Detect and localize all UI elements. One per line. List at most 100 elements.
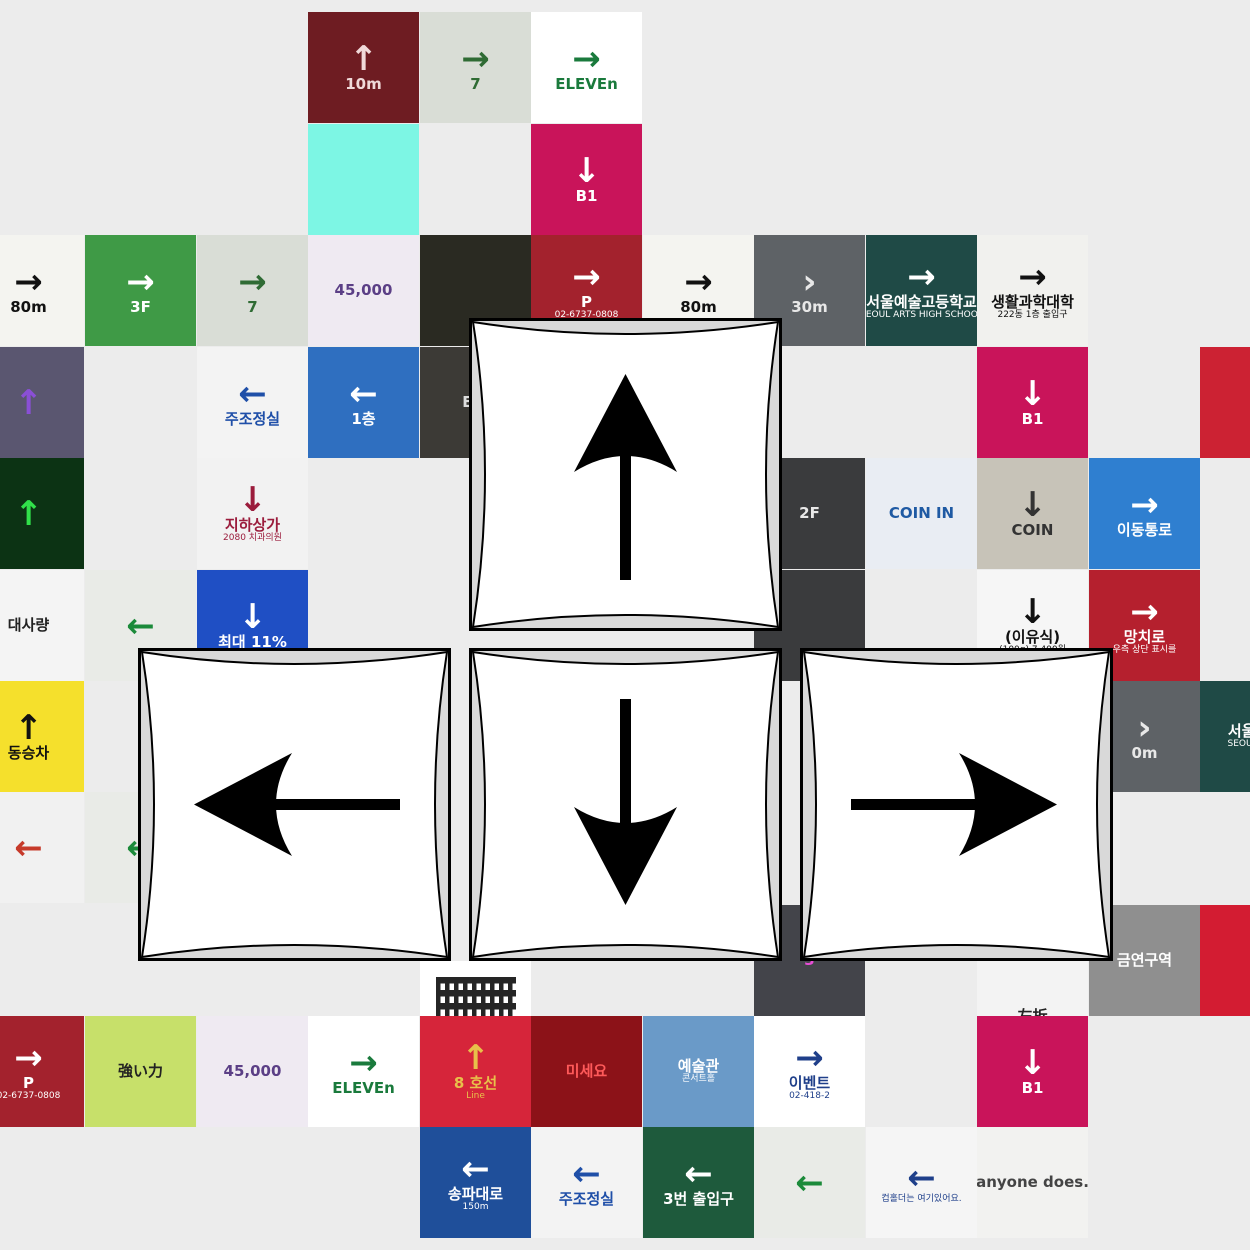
- tile-caption: 7: [470, 74, 481, 93]
- arrow-right-icon: →: [795, 1037, 824, 1078]
- tile-b1-sign-2: ↓ B1: [977, 347, 1088, 458]
- arrow-left-icon: ←: [14, 827, 43, 868]
- arrow-right-key[interactable]: [800, 648, 1113, 961]
- tile-caption: 80m: [680, 297, 717, 316]
- tile-caption: B1: [1021, 1078, 1044, 1097]
- tile-caption: P: [581, 292, 592, 311]
- tile-yellow-transfer: ↑ 동승차: [0, 681, 84, 792]
- tile-cyan-block: [308, 124, 419, 235]
- tile-caption: 대사량: [7, 615, 50, 634]
- tile-caption: 예술관: [677, 1056, 720, 1075]
- arrow-left-key[interactable]: [138, 648, 451, 961]
- tile-caption: ELEVEn: [332, 1078, 395, 1097]
- arrow-down-key[interactable]: [469, 648, 782, 961]
- left-keycap-graphic: [138, 648, 451, 961]
- tile-subcaption: 2080 치과의원: [223, 533, 282, 544]
- arrow-left-icon: ←: [238, 373, 267, 414]
- tile-subcaption: 02-6737-0808: [0, 1091, 61, 1102]
- tile-caption: 주조정실: [224, 409, 281, 428]
- arrow-right-icon: [851, 753, 1057, 856]
- arrow-right-icon: →: [461, 38, 490, 79]
- tile-caption: 망치로: [1123, 627, 1166, 646]
- tile-gangbyeon-sign-2: → 7: [197, 235, 308, 346]
- arrow-down-icon: ↓: [1018, 484, 1047, 525]
- tile-subcaption: 150m: [462, 1202, 489, 1213]
- arrow-down-icon: ↓: [238, 596, 267, 637]
- arrow-up-icon: ↑: [14, 493, 43, 534]
- tile-caption: 서울예술: [1227, 721, 1250, 740]
- tile-1st-floor-sign: ← 1층: [308, 347, 419, 458]
- arrow-right-icon: →: [14, 1037, 43, 1078]
- arrow-up-icon: ↑: [349, 38, 378, 79]
- arrow-down-icon: ↓: [1018, 373, 1047, 414]
- tile-10m-sign: ↑ 10m: [308, 12, 419, 123]
- tile-caption: B1: [575, 186, 598, 205]
- arrow-down-icon: ↓: [572, 150, 601, 191]
- arrow-down-icon: [574, 699, 677, 905]
- tile-subcaption: Line: [466, 1091, 485, 1102]
- tile-caption: 80m: [10, 297, 47, 316]
- tile-caption: 서울예술고등학교: [866, 292, 977, 311]
- tile-caption: B1: [1021, 409, 1044, 428]
- arrow-left-icon: ←: [684, 1153, 713, 1194]
- tile-subcaption: SEOUL ARTS: [1227, 739, 1250, 750]
- tile-caption: 금연구역: [1116, 950, 1173, 969]
- chevron-right-icon: ›: [1137, 707, 1152, 748]
- tile-misseyo: 미세요: [531, 1016, 642, 1127]
- tile-3f-sign: → 3F: [85, 235, 196, 346]
- tile-caption: 이동통로: [1116, 520, 1173, 539]
- tile-caption: 1층: [351, 409, 376, 428]
- arrow-up-icon: [574, 374, 677, 580]
- tile-coin-slot: ↓ COIN: [977, 458, 1088, 569]
- tile-subcaption: 콘서트홀: [681, 1074, 716, 1085]
- tile-caption: 생활과학대학: [991, 292, 1074, 311]
- tile-anyone-does: anyone does.: [977, 1127, 1088, 1238]
- tile-songpa-road: ← 송파대로 150m: [420, 1127, 531, 1238]
- arrow-down-icon: ↓: [1018, 591, 1047, 632]
- tile-red-8-1: 8: [1200, 347, 1250, 458]
- tile-exit-3: ← 3번 출입구: [643, 1127, 754, 1238]
- tile-college-sign: → 생활과학대학 222동 1층 출입구: [977, 235, 1088, 346]
- tile-accessible-route: → 이동통로: [1089, 458, 1200, 569]
- tile-subcaption: SEOUL ARTS HIGH SCHOOL: [866, 310, 977, 321]
- tile-b1-sign-1: ↓ B1: [531, 124, 642, 235]
- tile-caption: 7: [247, 297, 258, 316]
- tile-price-45000-2: 45,000: [197, 1016, 308, 1127]
- tile-exit-left-3: ←: [754, 1127, 865, 1238]
- arrow-down-icon: ↓: [1018, 1042, 1047, 1083]
- tile-caption: COIN IN: [888, 503, 955, 522]
- tile-subcaption: 컵홀더는 여기있어요.: [881, 1193, 962, 1204]
- tile-caption: P: [23, 1073, 34, 1092]
- tile-coin-in: COIN IN: [866, 458, 977, 569]
- tile-seoul-arts-hs-2: 서울예술SEOUL ARTS: [1200, 681, 1250, 792]
- arrow-left-icon: ←: [572, 1153, 601, 1194]
- tile-subcaption: 02-418-2: [789, 1091, 830, 1102]
- tile-caption: anyone does.: [977, 1172, 1088, 1191]
- arrow-right-icon: →: [684, 261, 713, 302]
- arrow-left-icon: ←: [461, 1148, 490, 1189]
- arrow-left-icon: ←: [126, 605, 155, 646]
- arrow-right-icon: →: [349, 1042, 378, 1083]
- tile-subcaption: 우측 상단 표시를: [1112, 645, 1177, 656]
- tile-gangbyeon-sign: → 7: [420, 12, 531, 123]
- tile-caption: 지하상가: [224, 515, 281, 534]
- arrow-right-icon: →: [1130, 484, 1159, 525]
- tile-caption: 3번 출입구: [663, 1189, 734, 1208]
- arrow-left-icon: ←: [907, 1157, 936, 1198]
- tile-caption: 0m: [1131, 743, 1158, 762]
- tile-line-8: ↑ 8 호선 Line: [420, 1016, 531, 1127]
- tile-caption: 45,000: [223, 1061, 282, 1080]
- tile-subcaption: 02-6737-0808: [554, 310, 619, 321]
- tile-caption: 미세요: [565, 1061, 608, 1080]
- tile-red-half: 9: [1200, 905, 1250, 1016]
- tile-caption: 強い力: [117, 1061, 163, 1080]
- tile-caption: 최대 11%: [218, 632, 287, 651]
- arrow-right-icon: →: [572, 256, 601, 297]
- arrow-up-key[interactable]: [469, 318, 782, 631]
- tile-green-led-arrow: ↑: [0, 458, 84, 569]
- tile-holographic: 強い力: [85, 1016, 196, 1127]
- tile-seoul-arts-hs-1: → 서울예술고등학교 SEOUL ARTS HIGH SCHOOL: [866, 235, 977, 346]
- arrow-right-icon: →: [1130, 591, 1159, 632]
- tile-caption: 이벤트: [788, 1073, 831, 1092]
- arrow-right-icon: →: [126, 261, 155, 302]
